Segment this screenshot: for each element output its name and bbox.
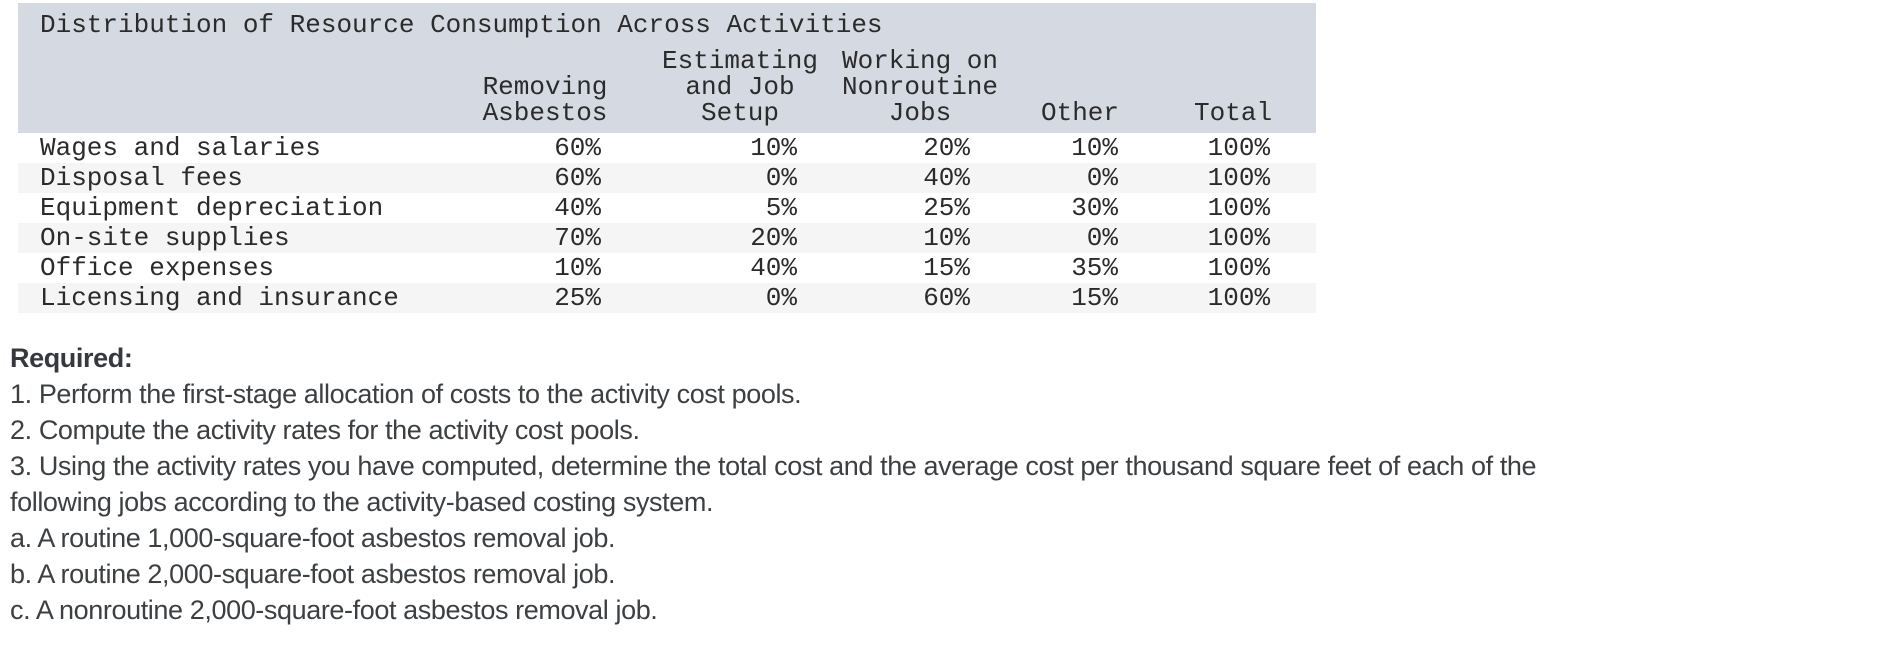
table-cell: 25% <box>554 283 601 313</box>
column-header-line: Estimating <box>661 46 819 76</box>
table-cell: 30% <box>1071 193 1118 223</box>
table-cell: 0% <box>765 163 797 193</box>
column-header-working-on-nonroutine-jobs: Working on Nonroutine Jobs <box>830 40 1010 133</box>
table-cell: 35% <box>1071 253 1118 283</box>
table-row: Office expenses 10% 40% 15% 35% 100% <box>18 253 1316 283</box>
required-section: Required: 1. Perform the first-stage all… <box>10 340 1870 628</box>
table-header: Distribution of Resource Consumption Acr… <box>18 3 1317 133</box>
column-header-total: Total <box>1150 40 1316 133</box>
table-cell: 100% <box>1207 223 1271 253</box>
table-cell: 40% <box>923 163 970 193</box>
required-item-a: a. A routine 1,000-square-foot asbestos … <box>10 523 616 553</box>
required-item-3: 3. Using the activity rates you have com… <box>10 451 1537 481</box>
required-item-1: 1. Perform the first-stage allocation of… <box>10 379 802 409</box>
table-cell: 0% <box>765 283 797 313</box>
column-header-line: Working on <box>841 46 999 76</box>
column-header-line: Asbestos <box>482 98 608 128</box>
column-header-other: Other <box>1010 40 1150 133</box>
resource-consumption-table: Distribution of Resource Consumption Acr… <box>18 3 1317 313</box>
table-cell: 25% <box>923 193 970 223</box>
table-cell: 5% <box>765 193 797 223</box>
table-cell: 10% <box>1071 133 1118 163</box>
column-header-line: Nonroutine <box>841 72 999 102</box>
column-header-line: Total <box>1194 98 1273 128</box>
column-header-removing-asbestos: Removing Asbestos <box>440 40 650 133</box>
required-item-2: 2. Compute the activity rates for the ac… <box>10 415 640 445</box>
row-label: Wages and salaries <box>40 133 321 163</box>
row-label: Office expenses <box>40 253 275 283</box>
table-cell: 60% <box>554 163 601 193</box>
table-cell: 100% <box>1207 193 1271 223</box>
table-cell: 0% <box>1086 223 1118 253</box>
column-header-line: Other <box>1040 98 1119 128</box>
required-item-3-continued: following jobs according to the activity… <box>10 487 714 517</box>
table-cell: 10% <box>554 253 601 283</box>
table-cell: 100% <box>1207 163 1271 193</box>
row-label: On-site supplies <box>40 223 290 253</box>
required-item-c: c. A nonroutine 2,000-square-foot asbest… <box>10 595 658 625</box>
table-cell: 20% <box>923 133 970 163</box>
table-row: Equipment depreciation 40% 5% 25% 30% 10… <box>18 193 1316 223</box>
column-header-line: Removing <box>482 72 608 102</box>
table-cell: 10% <box>750 133 797 163</box>
column-header-line: Setup <box>700 98 779 128</box>
required-heading: Required: <box>10 343 133 373</box>
column-header-line: and Job <box>685 72 795 102</box>
table-row: Wages and salaries 60% 10% 20% 10% 100% <box>18 133 1316 163</box>
table-cell: 10% <box>923 223 970 253</box>
table-cell: 15% <box>1071 283 1118 313</box>
table-title: Distribution of Resource Consumption Acr… <box>40 10 883 40</box>
table-cell: 70% <box>554 223 601 253</box>
table-row: Licensing and insurance 25% 0% 60% 15% 1… <box>18 283 1317 313</box>
table-cell: 40% <box>750 253 797 283</box>
table-cell: 60% <box>923 283 970 313</box>
table-cell: 40% <box>554 193 601 223</box>
table-cell: 60% <box>554 133 601 163</box>
table-cell: 100% <box>1207 253 1271 283</box>
column-header-activity <box>18 40 440 133</box>
row-label: Disposal fees <box>40 163 243 193</box>
table-cell: 100% <box>1207 283 1271 313</box>
row-label: Equipment depreciation <box>40 193 384 223</box>
column-header-estimating-and-job-setup: Estimating and Job Setup <box>650 40 830 133</box>
table-cell: 100% <box>1207 133 1271 163</box>
row-label: Licensing and insurance <box>40 283 399 313</box>
column-header-line: Jobs <box>888 98 952 128</box>
required-item-b: b. A routine 2,000-square-foot asbestos … <box>10 559 616 589</box>
table-cell: 0% <box>1086 163 1118 193</box>
table-row: Disposal fees 60% 0% 40% 0% 100% <box>18 163 1317 193</box>
table-cell: 20% <box>750 223 797 253</box>
table-cell: 15% <box>923 253 970 283</box>
table-row: On-site supplies 70% 20% 10% 0% 100% <box>18 223 1317 253</box>
